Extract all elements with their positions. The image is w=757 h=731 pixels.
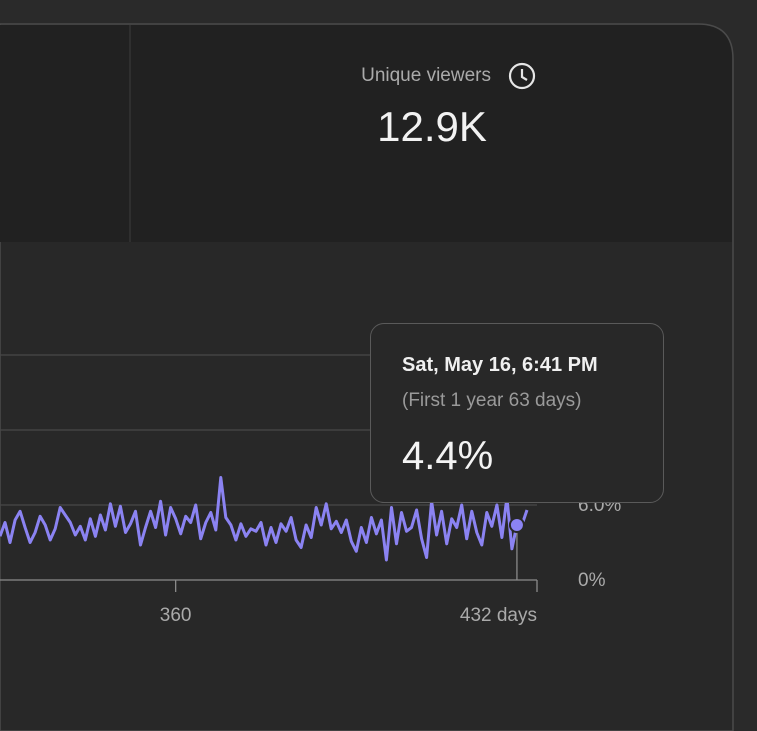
- x-tick-label: 360: [160, 605, 192, 626]
- tooltip-value: 4.4%: [402, 434, 494, 478]
- tooltip-subtitle: (First 1 year 63 days): [402, 390, 582, 411]
- metric-value: 12.9K: [377, 103, 487, 150]
- hover-point: [508, 517, 525, 533]
- tooltip-title: Sat, May 16, 6:41 PM: [402, 354, 598, 376]
- tooltip: Sat, May 16, 6:41 PM (First 1 year 63 da…: [370, 323, 664, 503]
- x-tick-label: 432 days: [460, 605, 537, 626]
- header-band: [0, 25, 732, 242]
- y-tick-label: 0%: [578, 570, 606, 591]
- info-icon[interactable]: [508, 62, 536, 90]
- line-series: [0, 476, 529, 562]
- metric-label: Unique viewers: [361, 65, 491, 86]
